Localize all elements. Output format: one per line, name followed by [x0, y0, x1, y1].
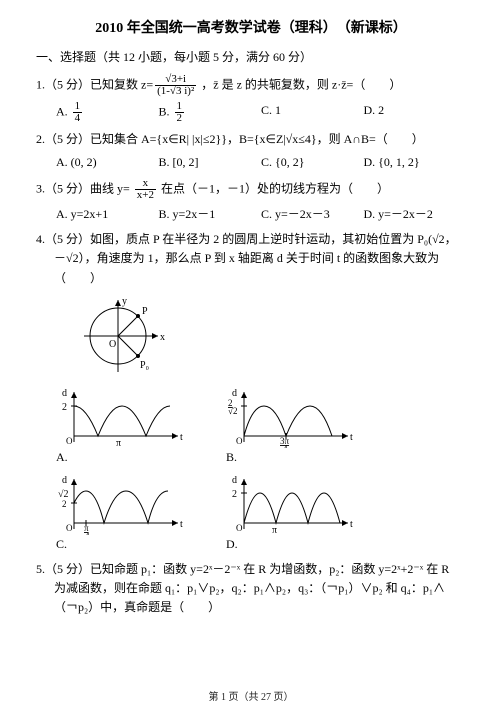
- q4-opt-c-label: C.: [56, 535, 186, 554]
- svg-text:d: d: [232, 475, 237, 486]
- page-root: 2010 年全国统一高考数学试卷（理科） （新课标） 一、选择题（共 12 小题…: [0, 0, 502, 634]
- q4-line2: －√2），角速度为 1，那么点 P 到 x 轴距离 d 关于时间 t 的函数图象…: [54, 249, 466, 268]
- q3-fraction: x x+2: [135, 178, 156, 201]
- q1-stem-b: ，z̄ 是 z 的共轭复数，则 z·z̄=（ ）: [201, 77, 401, 91]
- label-y: y: [122, 296, 127, 307]
- q1-opt-a: A. 14: [56, 101, 159, 124]
- q2-stem: 2.（5 分）已知集合 A={x∈R| |x|≤2}}，B={x∈Z|√x≤4}…: [36, 130, 466, 149]
- svg-text:π: π: [272, 525, 277, 535]
- q2-opt-b: B. [0, 2]: [159, 153, 262, 172]
- svg-text:t: t: [350, 432, 353, 443]
- q4-opt-b-wrap: d t 2 √2 3π 4 O B.: [226, 386, 356, 467]
- q3-opt-c: C. y=－2x－3: [261, 205, 364, 224]
- svg-text:√2: √2: [228, 406, 237, 416]
- label-p: P: [142, 306, 148, 317]
- q3-opt-a: A. y=2x+1: [56, 205, 159, 224]
- question-3: 3.（5 分）曲线 y= x x+2 在点（－1，－1）处的切线方程为（ ） A…: [36, 178, 466, 224]
- q4-opt-d-wrap: d t 2 π O D.: [226, 473, 356, 554]
- exam-title: 2010 年全国统一高考数学试卷（理科） （新课标）: [36, 18, 466, 40]
- svg-text:2: 2: [232, 489, 237, 500]
- q1-opt-c: C. 1: [261, 101, 364, 124]
- q1-options: A. 14 B. 12 C. 1 D. 2: [56, 101, 466, 124]
- q4-opt-a-wrap: d t 2 π O A.: [56, 386, 186, 467]
- svg-text:O: O: [236, 436, 243, 446]
- q4-opt-a-label: A.: [56, 448, 186, 467]
- q2-opt-a: A. (0, 2): [56, 153, 159, 172]
- q3-opt-b: B. y=2x－1: [159, 205, 262, 224]
- section-1-heading: 一、选择题（共 12 小题，每小题 5 分，满分 60 分）: [36, 48, 466, 67]
- q2-opt-d: D. {0, 1, 2}: [364, 153, 467, 172]
- q4-circle-diagram: P P₀ O x y: [76, 294, 466, 380]
- svg-text:2: 2: [62, 499, 67, 509]
- label-o: O: [109, 339, 116, 350]
- q2-options: A. (0, 2) B. [0, 2] C. {0, 2} D. {0, 1, …: [56, 153, 466, 172]
- q4-graph-c: d t √2 2 π 4 O: [56, 473, 186, 535]
- question-2: 2.（5 分）已知集合 A={x∈R| |x|≤2}}，B={x∈Z|√x≤4}…: [36, 130, 466, 172]
- svg-text:O: O: [66, 523, 73, 533]
- q5-line1: 5.（5 分）已知命题 p₁：函数 y=2ˣ－2⁻ˣ 在 R 为增函数，p₂：函…: [36, 560, 466, 579]
- q4-graph-d: d t 2 π O: [226, 473, 356, 535]
- q4-graph-a: d t 2 π O: [56, 386, 186, 448]
- q4-opt-d-label: D.: [226, 535, 356, 554]
- svg-text:t: t: [350, 519, 353, 530]
- svg-text:d: d: [62, 388, 67, 399]
- q3-stem-a: 3.（5 分）曲线 y=: [36, 181, 130, 195]
- q5-line3: （￢p₂）中，真命题是（ ）: [54, 598, 466, 617]
- q1-stem-a: 1.（5 分）已知复数: [36, 77, 141, 91]
- q3-opt-d: D. y=－2x－2: [364, 205, 467, 224]
- svg-text:π: π: [116, 438, 121, 448]
- q4-opt-c-wrap: d t √2 2 π 4 O C.: [56, 473, 186, 554]
- svg-text:t: t: [180, 519, 183, 530]
- question-1: 1.（5 分）已知复数 z= √3+i (1-√3 i)² ，z̄ 是 z 的共…: [36, 74, 466, 124]
- svg-text:t: t: [180, 432, 183, 443]
- question-5: 5.（5 分）已知命题 p₁：函数 y=2ˣ－2⁻ˣ 在 R 为增函数，p₂：函…: [36, 560, 466, 618]
- svg-text:4: 4: [85, 531, 90, 535]
- q4-line1: 4.（5 分）如图，质点 P 在半径为 2 的圆周上逆时针运动，其初始位置为 P…: [36, 230, 466, 249]
- q4-row-cd: d t √2 2 π 4 O C.: [56, 473, 466, 554]
- q3-stem-b: 在点（－1，－1）处的切线方程为（ ）: [161, 181, 389, 195]
- page-footer: 第 1 页（共 27 页）: [0, 690, 502, 706]
- q1-opt-b: B. 12: [159, 101, 262, 124]
- q4-opt-b-label: B.: [226, 448, 356, 467]
- svg-text:d: d: [62, 475, 67, 486]
- circle-svg: P P₀ O x y: [76, 294, 166, 380]
- label-x: x: [160, 332, 165, 343]
- q1-fraction: √3+i (1-√3 i)²: [155, 74, 196, 97]
- svg-text:d: d: [232, 388, 237, 399]
- svg-text:O: O: [236, 523, 243, 533]
- q3-options: A. y=2x+1 B. y=2x－1 C. y=－2x－3 D. y=－2x－…: [56, 205, 466, 224]
- label-p0: P₀: [140, 360, 150, 371]
- svg-text:O: O: [66, 436, 73, 446]
- q4-graph-b: d t 2 √2 3π 4 O: [226, 386, 356, 448]
- q5-line2: 为减函数，则在命题 q₁：p₁∨p₂，q₂：p₁∧p₂，q₃：（￢p₁）∨p₂ …: [54, 579, 466, 598]
- q2-opt-c: C. {0, 2}: [261, 153, 364, 172]
- question-4: 4.（5 分）如图，质点 P 在半径为 2 的圆周上逆时针运动，其初始位置为 P…: [36, 230, 466, 554]
- q4-line3: （ ）: [54, 269, 466, 288]
- q1-opt-d: D. 2: [364, 101, 467, 124]
- svg-text:2: 2: [62, 402, 67, 413]
- q4-row-ab: d t 2 π O A. d t: [56, 386, 466, 467]
- svg-text:4: 4: [283, 444, 288, 448]
